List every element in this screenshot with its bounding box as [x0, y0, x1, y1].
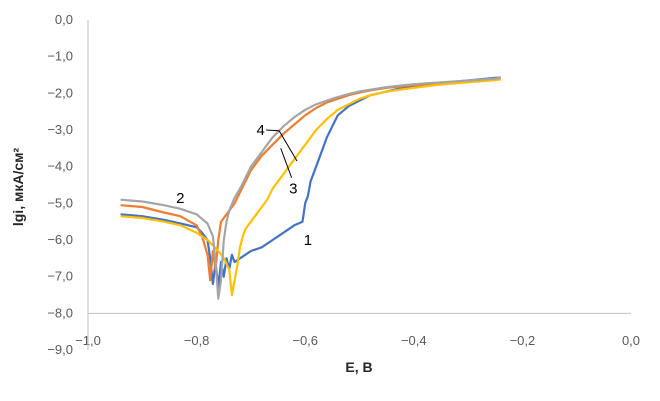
y-tick-label: −1,0 — [47, 49, 73, 64]
y-tick-label: 0,0 — [55, 12, 73, 27]
annotation-leaders — [266, 129, 298, 178]
leader-line-4 — [278, 130, 298, 162]
series-line-1 — [120, 76, 501, 289]
y-tick-label: −6,0 — [47, 232, 73, 247]
y-tick-label: −9,0 — [47, 342, 73, 357]
y-axis-title: lgi, мкА/см² — [10, 148, 26, 227]
series-group — [120, 76, 501, 300]
curve-number-labels: 1 2 3 4 — [176, 122, 312, 249]
y-tick-label: −5,0 — [47, 195, 73, 210]
y-tick-label: −7,0 — [47, 269, 73, 284]
x-axis-title: E, В — [345, 359, 372, 375]
x-tick-label: 0,0 — [622, 333, 640, 348]
x-tick-label: −0,2 — [510, 333, 536, 348]
curve-label-4: 4 — [257, 122, 265, 139]
curve-label-2: 2 — [176, 190, 184, 207]
x-tick-label: −0,4 — [401, 333, 427, 348]
y-tick-labels: 0,0 −1,0 −2,0 −3,0 −4,0 −5,0 −6,0 −7,0 −8,0 −9,0 — [47, 12, 73, 357]
series-line-4 — [120, 76, 501, 300]
y-tick-label: −8,0 — [47, 305, 73, 320]
y-tick-label: −3,0 — [47, 122, 73, 137]
y-tick-label: −4,0 — [47, 159, 73, 174]
leader-line-3 — [280, 148, 293, 178]
x-tick-labels: −1,0 −0,8 −0,6 −0,4 −0,2 0,0 — [75, 333, 640, 348]
curve-label-3: 3 — [289, 181, 297, 198]
leader-line-4-stub — [266, 129, 280, 132]
series-line-3 — [120, 78, 501, 297]
x-tick-label: −0,6 — [292, 333, 318, 348]
y-tick-label: −2,0 — [47, 85, 73, 100]
x-tick-label: −0,8 — [184, 333, 210, 348]
curve-label-1: 1 — [304, 232, 312, 249]
